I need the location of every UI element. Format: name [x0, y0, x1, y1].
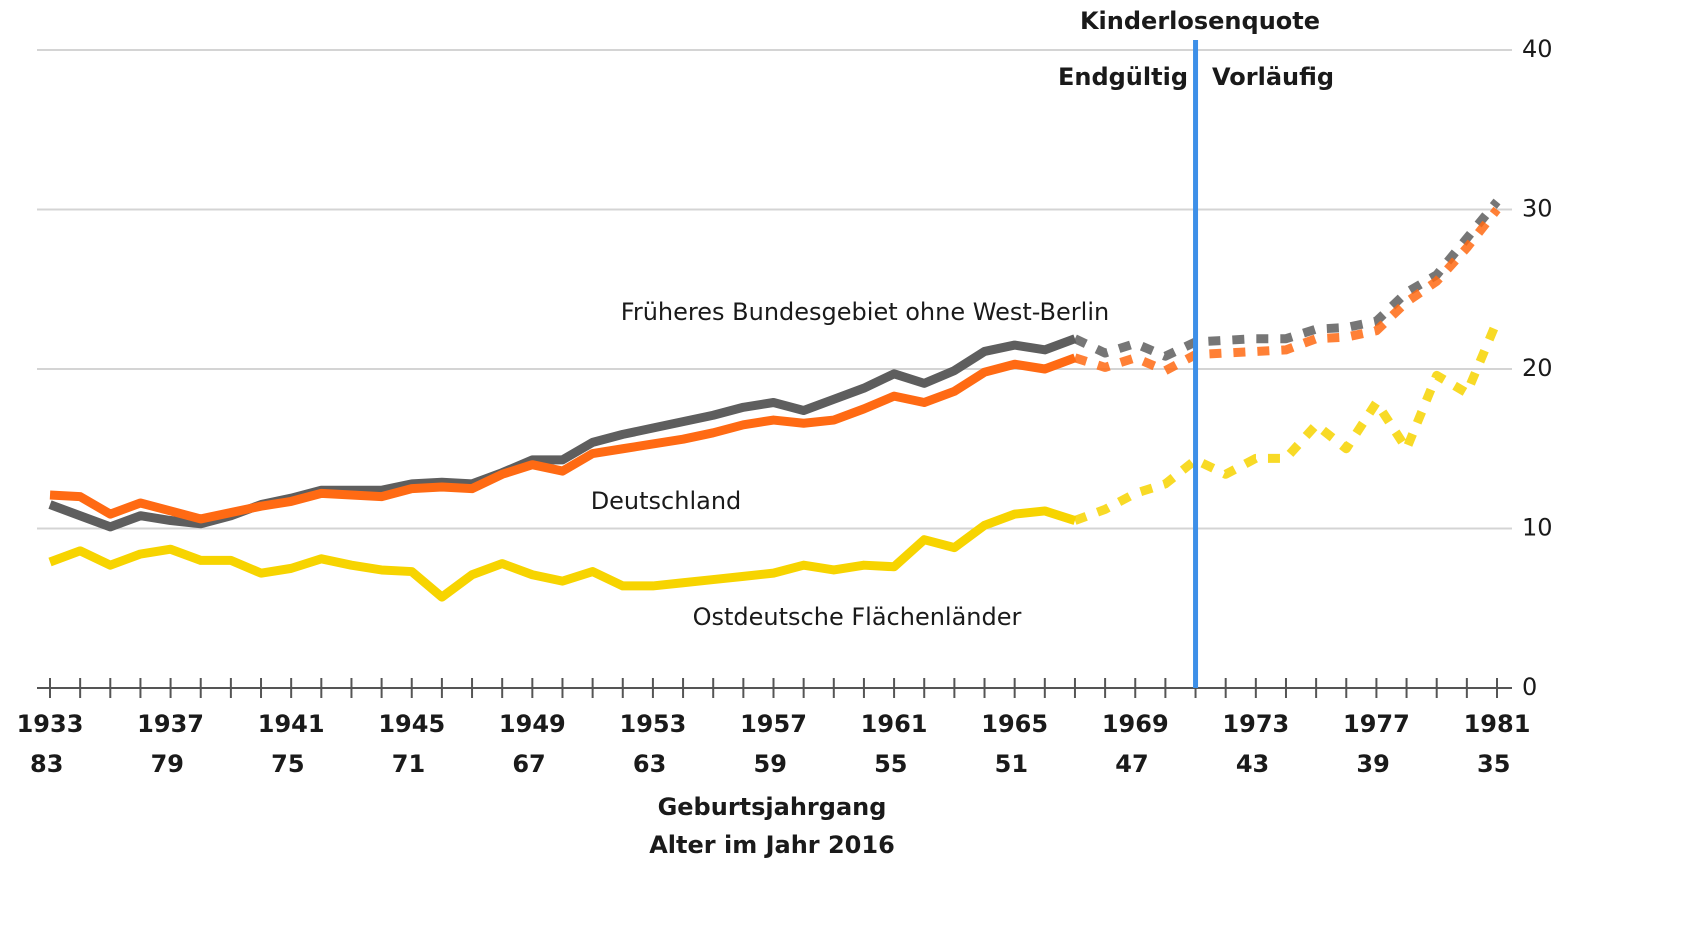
x-tick-age: 55 — [874, 750, 907, 778]
x-tick-label: 1945 — [378, 710, 445, 738]
series-line — [49, 353, 1077, 524]
x-tick-label: 1981 — [1464, 710, 1531, 738]
x-tick-age: 51 — [995, 750, 1028, 778]
x-tick-age: 47 — [1115, 750, 1148, 778]
x-tick-label: 1969 — [1102, 710, 1169, 738]
y-tick-label: 40 — [1522, 35, 1553, 63]
series-line — [48, 506, 1077, 602]
x-tick-age: 75 — [271, 750, 304, 778]
x-tick-age: 67 — [512, 750, 545, 778]
divider-label: Endgültig — [1058, 63, 1188, 91]
x-axis-label: Alter im Jahr 2016 — [649, 831, 895, 859]
x-tick-label: 1965 — [981, 710, 1048, 738]
y-tick-label: 20 — [1522, 354, 1553, 382]
series-line-provisional — [1073, 319, 1502, 525]
series-label: Ostdeutsche Flächenländer — [693, 603, 1022, 631]
x-tick-label: 1961 — [861, 710, 928, 738]
series-line-provisional — [1073, 206, 1501, 376]
series-label: Deutschland — [591, 487, 742, 515]
x-tick-age: 63 — [633, 750, 666, 778]
x-axis-label: Geburtsjahrgang — [658, 793, 887, 821]
x-tick-label: 1953 — [620, 710, 687, 738]
x-tick-label: 1941 — [258, 710, 325, 738]
divider-label: Vorläufig — [1212, 63, 1334, 91]
series-label: Früheres Bundesgebiet ohne West-Berlin — [621, 298, 1109, 326]
chart-title: Kinderlosenquote — [1080, 7, 1320, 35]
x-tick-label: 1949 — [499, 710, 566, 738]
series-line-provisional — [1073, 198, 1501, 361]
series-line — [48, 334, 1077, 532]
x-tick-age: 39 — [1356, 750, 1389, 778]
x-tick-age: 35 — [1477, 750, 1510, 778]
x-tick-label: 1973 — [1222, 710, 1289, 738]
x-tick-label: 1957 — [740, 710, 807, 738]
x-tick-age: 79 — [151, 750, 184, 778]
x-tick-age: 43 — [1236, 750, 1269, 778]
x-tick-label: 1937 — [137, 710, 204, 738]
y-tick-label: 10 — [1522, 514, 1553, 542]
x-tick-age: 71 — [392, 750, 425, 778]
x-tick-age: 83 — [30, 750, 63, 778]
y-tick-label: 30 — [1522, 195, 1553, 223]
y-tick-label: 0 — [1522, 673, 1537, 701]
x-tick-label: 1977 — [1343, 710, 1410, 738]
x-tick-label: 1933 — [17, 710, 84, 738]
x-tick-age: 59 — [754, 750, 787, 778]
